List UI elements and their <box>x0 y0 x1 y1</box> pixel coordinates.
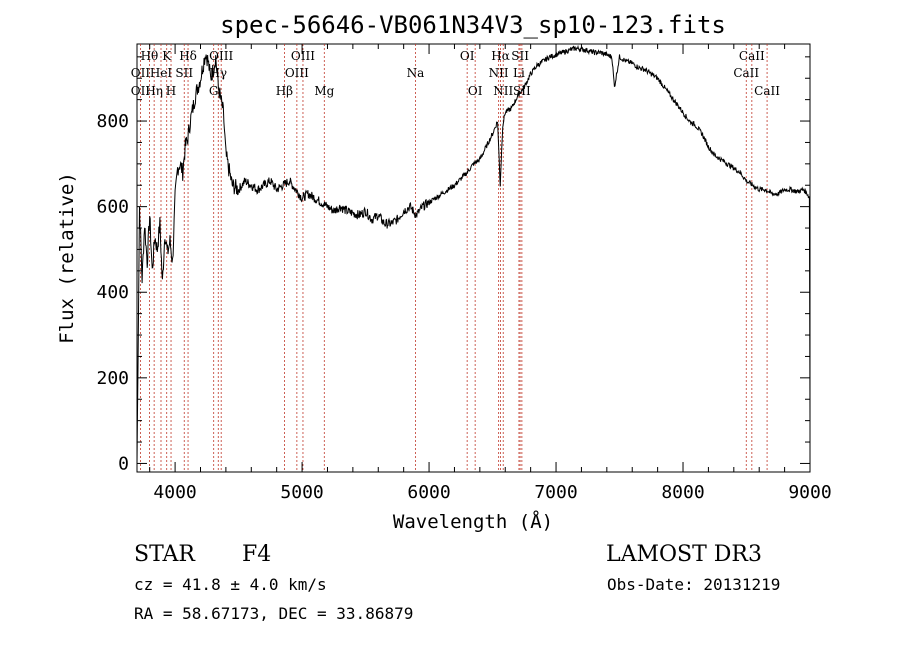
spectral-line-label: NII <box>489 66 509 80</box>
spectral-line-label: Mg <box>314 84 334 98</box>
x-tick-label: 6000 <box>407 482 450 503</box>
x-tick-label: 4000 <box>153 482 196 503</box>
y-tick-label: 0 <box>118 453 129 474</box>
object-type: STAR <box>134 542 196 567</box>
spectrum-series-line <box>136 44 811 464</box>
chart-title: spec-56646-VB061N34V3_sp10-123.fits <box>220 11 726 39</box>
survey-name: LAMOST DR3 <box>606 542 762 567</box>
spectral-line-label: OII <box>131 84 151 98</box>
obs-date: Obs-Date: 20131219 <box>607 575 780 594</box>
spectral-line-label: OIII <box>209 49 233 63</box>
coordinates: RA = 58.67173, DEC = 33.86879 <box>134 604 413 623</box>
spectral-line-label: OI <box>460 49 475 63</box>
y-tick-label: 400 <box>96 282 129 303</box>
spectral-line-label: OIII <box>291 49 315 63</box>
spectral-line-label: NII <box>493 84 513 98</box>
spectral-line-label: SII <box>511 49 529 63</box>
spectral-line-label: Hη <box>145 84 163 98</box>
spectral-line-label: Hθ <box>141 49 159 63</box>
spectral-line-label: Hα <box>491 49 510 63</box>
spectral-line-label: HeI <box>150 66 173 80</box>
spectral-line-label: CaII <box>733 66 759 80</box>
spectral-line-label: OII <box>131 66 151 80</box>
spectral-line-label: OIII <box>285 66 309 80</box>
y-tick-label: 800 <box>96 111 129 132</box>
spectral-line-label: Hδ <box>179 49 197 63</box>
spectral-line-label: SII <box>175 66 193 80</box>
spectral-line-label: G <box>209 84 219 98</box>
plot-frame <box>136 43 811 473</box>
x-tick-label: 9000 <box>788 482 831 503</box>
spectral-line-label: SII <box>513 84 531 98</box>
spectral-line-label: K <box>162 49 172 63</box>
object-subclass: F4 <box>242 542 271 567</box>
y-tick-label: 600 <box>96 197 129 218</box>
x-tick-label: 5000 <box>280 482 323 503</box>
y-tick-label: 200 <box>96 368 129 389</box>
spectral-line-label: Hβ <box>276 84 293 98</box>
spectral-line-label: CaII <box>739 49 765 63</box>
spectral-line-label: OI <box>468 84 483 98</box>
spectral-line-label: Li <box>513 66 525 80</box>
spectral-line-label: Na <box>407 66 425 80</box>
x-axis-label: Wavelength (Å) <box>393 510 553 533</box>
spectral-line-label: H <box>166 84 176 98</box>
spectral-line-label: CaII <box>754 84 780 98</box>
redshift-cz: cz = 41.8 ± 4.0 km/s <box>134 575 327 594</box>
x-tick-label: 8000 <box>661 482 704 503</box>
y-axis-label: Flux (relative) <box>56 172 78 344</box>
x-tick-label: 7000 <box>534 482 577 503</box>
